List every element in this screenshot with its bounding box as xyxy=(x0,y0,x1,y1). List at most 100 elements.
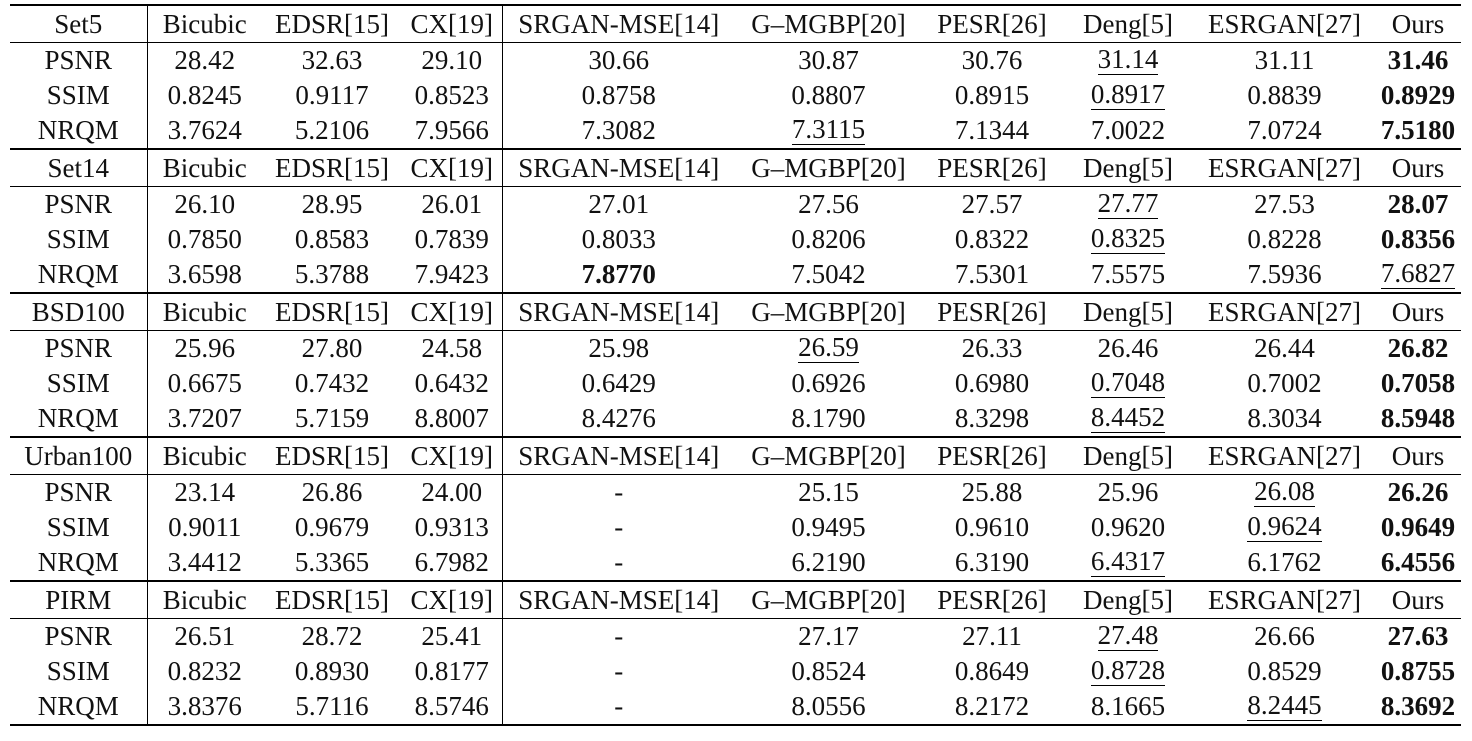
second-best-value: 0.9624 xyxy=(1247,511,1322,542)
best-value: 7.5180 xyxy=(1380,114,1456,145)
second-best-value: 7.6827 xyxy=(1380,258,1456,289)
cell-ours: 6.4556 xyxy=(1375,545,1461,582)
cell-esrgan-27: 0.8529 xyxy=(1194,654,1375,689)
value: 7.3082 xyxy=(581,114,656,145)
cell-edsr-15: 0.7432 xyxy=(262,366,402,401)
value: 26.51 xyxy=(174,620,236,651)
cell-srgan-mse-14: 30.66 xyxy=(502,43,735,79)
value: 29.10 xyxy=(421,44,483,75)
cell-g-mgbp-20: 27.17 xyxy=(735,619,922,655)
cell-deng-5: 8.4452 xyxy=(1062,401,1194,438)
cell-pesr-26: 0.8649 xyxy=(922,654,1062,689)
cell-esrgan-27: 0.7002 xyxy=(1194,366,1375,401)
best-value: 0.9649 xyxy=(1380,511,1456,542)
value: 0.8523 xyxy=(414,79,489,110)
cell-cx-19: 26.01 xyxy=(402,186,503,222)
cell-ours: 0.8929 xyxy=(1375,78,1461,113)
metric-row-psnr: PSNR 26.51 28.72 25.41 - 27.17 27.11 27.48 26.66… xyxy=(10,618,1461,655)
cell-esrgan-27: 27.53 xyxy=(1194,187,1375,223)
cell-esrgan-27: 0.8839 xyxy=(1194,78,1375,113)
column-header-ours: Ours xyxy=(1375,293,1461,331)
value: 0.9117 xyxy=(295,79,369,110)
cell-deng-5: 31.14 xyxy=(1062,43,1194,79)
value: 24.00 xyxy=(421,476,483,507)
value: 0.8529 xyxy=(1247,655,1322,686)
cell-deng-5: 7.0022 xyxy=(1062,113,1194,150)
value: 27.56 xyxy=(798,188,859,219)
metric-row-ssim: SSIM 0.6675 0.7432 0.6432 0.6429 0.6926 0.6980… xyxy=(10,366,1461,401)
cell-bicubic: 3.7624 xyxy=(147,113,262,150)
value: 25.15 xyxy=(798,476,859,507)
value: 6.1762 xyxy=(1247,546,1322,577)
column-header-deng-5: Deng[5] xyxy=(1062,437,1194,475)
value: 3.7207 xyxy=(167,402,242,433)
cell-deng-5: 25.96 xyxy=(1062,475,1194,511)
metric-name: SSIM xyxy=(10,78,148,113)
value: 26.66 xyxy=(1254,620,1315,651)
column-header-cx-19: CX[19] xyxy=(402,293,503,331)
value: 6.7982 xyxy=(414,546,489,577)
cell-deng-5: 27.77 xyxy=(1062,187,1194,223)
value: 0.8322 xyxy=(954,223,1030,254)
column-header-deng-5: Deng[5] xyxy=(1062,149,1194,187)
value: 24.58 xyxy=(421,332,483,363)
best-value: 0.8356 xyxy=(1380,223,1456,254)
metric-row-nrqm: NRQM 3.7207 5.7159 8.8007 8.4276 8.1790 8.3298… xyxy=(10,401,1461,438)
cell-srgan-mse-14: 0.6429 xyxy=(502,366,735,401)
value: 0.9620 xyxy=(1090,511,1166,542)
value: 27.17 xyxy=(798,620,859,651)
value: 0.8033 xyxy=(581,223,656,254)
value: 3.4412 xyxy=(167,546,242,577)
cell-g-mgbp-20: 8.0556 xyxy=(735,689,922,726)
metric-row-psnr: PSNR 26.10 28.95 26.01 27.01 27.56 27.57 27.77 2… xyxy=(10,186,1461,223)
metric-name: NRQM xyxy=(10,689,148,726)
results-table: Set5 Bicubic EDSR[15] CX[19] SRGAN-MSE[14] G–… xyxy=(10,4,1461,726)
cell-bicubic: 0.7850 xyxy=(147,222,262,257)
metric-row-ssim: SSIM 0.9011 0.9679 0.9313 - 0.9495 0.9610 0.962… xyxy=(10,510,1461,545)
cell-ours: 8.5948 xyxy=(1375,401,1461,438)
cell-ours: 7.6827 xyxy=(1375,257,1461,294)
metric-name: SSIM xyxy=(10,654,148,689)
cell-g-mgbp-20: 27.56 xyxy=(735,187,922,223)
value: 27.11 xyxy=(962,620,1022,651)
cell-srgan-mse-14: 0.8033 xyxy=(502,222,735,257)
metric-row-nrqm: NRQM 3.4412 5.3365 6.7982 - 6.2190 6.3190 6.431… xyxy=(10,545,1461,582)
cell-edsr-15: 28.95 xyxy=(262,187,402,223)
cell-g-mgbp-20: 8.1790 xyxy=(735,401,922,438)
metric-name: PSNR xyxy=(10,186,148,222)
cell-bicubic: 0.9011 xyxy=(147,510,262,545)
value: 8.5746 xyxy=(414,690,489,721)
value: 0.6429 xyxy=(581,367,656,398)
cell-srgan-mse-14: - xyxy=(502,689,735,726)
metric-name: PSNR xyxy=(10,42,148,78)
cell-pesr-26: 0.8915 xyxy=(922,78,1062,113)
metric-name: SSIM xyxy=(10,366,148,401)
cell-deng-5: 0.8917 xyxy=(1062,78,1194,113)
cell-g-mgbp-20: 0.8524 xyxy=(735,654,922,689)
best-value: 0.8755 xyxy=(1380,655,1456,686)
best-value: 27.63 xyxy=(1387,620,1449,651)
cell-cx-19: 24.00 xyxy=(402,474,503,510)
cell-pesr-26: 27.11 xyxy=(922,619,1062,655)
cell-srgan-mse-14: 8.4276 xyxy=(502,401,735,438)
value: 0.8839 xyxy=(1247,79,1322,110)
value: 8.3034 xyxy=(1247,402,1322,433)
cell-deng-5: 8.1665 xyxy=(1062,689,1194,726)
cell-edsr-15: 0.9117 xyxy=(262,78,402,113)
cell-cx-19: 8.5746 xyxy=(402,689,503,726)
column-header-esrgan-27: ESRGAN[27] xyxy=(1194,4,1375,43)
cell-srgan-mse-14: - xyxy=(502,545,735,582)
column-header-ours: Ours xyxy=(1375,149,1461,187)
column-header-cx-19: CX[19] xyxy=(402,581,503,619)
value: 0.7002 xyxy=(1247,367,1322,398)
value: - xyxy=(614,511,624,542)
metric-name: PSNR xyxy=(10,474,148,510)
second-best-value: 0.8728 xyxy=(1090,655,1166,686)
value: 8.4276 xyxy=(581,402,656,433)
best-value: 8.3692 xyxy=(1380,690,1456,721)
cell-esrgan-27: 8.3034 xyxy=(1194,401,1375,438)
cell-pesr-26: 25.88 xyxy=(922,475,1062,511)
cell-pesr-26: 7.5301 xyxy=(922,257,1062,294)
cell-pesr-26: 6.3190 xyxy=(922,545,1062,582)
value: 3.8376 xyxy=(167,690,242,721)
